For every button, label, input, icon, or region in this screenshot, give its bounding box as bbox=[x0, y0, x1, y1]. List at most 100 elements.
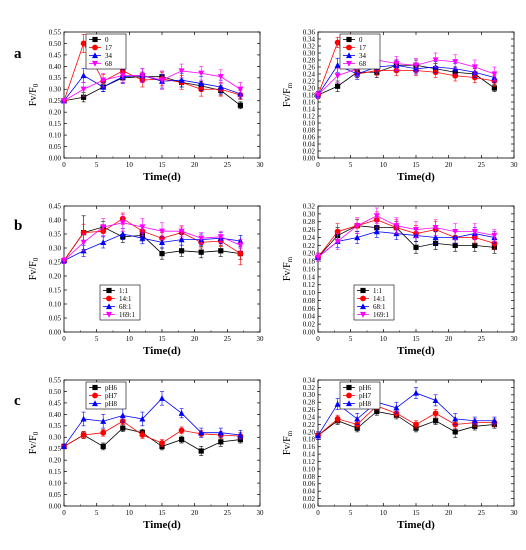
y-tick-label: 0.18 bbox=[303, 91, 316, 99]
legend-marker bbox=[106, 295, 112, 302]
y-axis-title-subscript: 0 bbox=[32, 257, 40, 261]
x-tick-label: 10 bbox=[380, 161, 388, 169]
data-point bbox=[139, 415, 146, 422]
data-point bbox=[139, 235, 146, 241]
data-point bbox=[471, 228, 478, 235]
y-tick-label: 0.10 bbox=[49, 300, 62, 308]
y-tick-label: 0.26 bbox=[303, 226, 316, 234]
data-point bbox=[334, 39, 341, 46]
y-tick-label: 0.24 bbox=[303, 70, 316, 78]
y-tick-label: 0.22 bbox=[303, 242, 316, 250]
legend-marker bbox=[92, 400, 98, 407]
y-tick-label: 0.45 bbox=[49, 51, 62, 59]
y-tick-label: 0.15 bbox=[49, 286, 62, 294]
y-tick-label: 0.45 bbox=[49, 202, 62, 210]
y-tick-label: 0.26 bbox=[303, 406, 316, 414]
y-tick-label: 0.04 bbox=[303, 140, 316, 148]
legend-label: 17 bbox=[359, 44, 367, 52]
data-point bbox=[178, 76, 185, 83]
series-line bbox=[317, 231, 495, 258]
data-point bbox=[198, 249, 204, 255]
data-point bbox=[491, 85, 497, 91]
data-point bbox=[178, 228, 185, 235]
data-point bbox=[452, 415, 459, 422]
y-tick-label: 0.02 bbox=[303, 495, 316, 503]
y-tick-label: 0.35 bbox=[49, 74, 62, 82]
y-tick-label: 0.20 bbox=[303, 250, 316, 258]
data-point bbox=[80, 239, 87, 246]
data-point bbox=[237, 86, 244, 93]
data-point bbox=[491, 232, 498, 239]
series-line bbox=[317, 225, 495, 258]
x-tick-label: 30 bbox=[511, 161, 519, 169]
y-tick-label: 0.12 bbox=[303, 281, 316, 289]
x-tick-label: 5 bbox=[349, 335, 353, 343]
data-point bbox=[178, 410, 185, 416]
y-tick-label: 0.08 bbox=[303, 473, 316, 481]
y-axis-title-main: Fv/F bbox=[282, 88, 293, 107]
y-tick-label: 0.30 bbox=[49, 244, 62, 252]
y-tick-label: 0.04 bbox=[303, 488, 316, 496]
x-tick-label: 20 bbox=[191, 335, 199, 343]
y-tick-label: 0.55 bbox=[49, 376, 62, 384]
x-tick-label: 25 bbox=[478, 335, 486, 343]
x-tick-label: 15 bbox=[159, 335, 167, 343]
y-tick-label: 0.06 bbox=[303, 133, 316, 141]
data-point bbox=[432, 57, 439, 64]
data-point bbox=[452, 429, 458, 435]
y-axis-title-main: Fv/F bbox=[28, 87, 39, 106]
y-tick-label: 0.34 bbox=[303, 376, 316, 384]
legend-label: 1:1 bbox=[119, 287, 128, 295]
data-point bbox=[198, 429, 205, 436]
y-tick-label: 0.00 bbox=[49, 502, 62, 510]
legend-marker bbox=[346, 392, 352, 399]
y-tick-label: 0.40 bbox=[49, 63, 62, 71]
y-tick-label: 0.10 bbox=[303, 119, 316, 127]
legend-label: 68:1 bbox=[373, 303, 386, 311]
data-point bbox=[159, 228, 165, 235]
legend-marker bbox=[106, 311, 112, 318]
y-tick-label: 0.18 bbox=[303, 258, 316, 266]
y-tick-label: 0.35 bbox=[49, 422, 62, 430]
chart-panel-3: 0 5 10 15 20 25 30 0.00 0.05 0.10 0.15 0.20 0.25 0.30… bbox=[28, 202, 264, 357]
y-tick-label: 0.12 bbox=[303, 112, 316, 120]
data-point bbox=[159, 251, 165, 257]
data-point bbox=[119, 412, 126, 419]
data-point bbox=[120, 425, 126, 431]
chart-panel-5: 0 5 10 15 20 25 30 0.00 0.05 0.10 0.15 0.20 0.25 0.30… bbox=[28, 376, 264, 531]
y-tick-label: 0.16 bbox=[303, 98, 316, 106]
y-tick-label: 0.30 bbox=[303, 49, 316, 57]
data-point bbox=[393, 404, 400, 411]
series-line bbox=[63, 76, 241, 106]
y-tick-label: 0.30 bbox=[49, 434, 62, 442]
data-point bbox=[61, 443, 67, 450]
legend-label: 169:1 bbox=[119, 311, 135, 319]
data-point bbox=[335, 83, 341, 89]
data-point bbox=[334, 416, 341, 422]
legend-marker bbox=[92, 52, 98, 59]
x-tick-label: 15 bbox=[413, 509, 421, 517]
data-point bbox=[217, 83, 224, 90]
legend-marker bbox=[92, 384, 98, 391]
data-point bbox=[334, 73, 341, 79]
legend-marker bbox=[92, 392, 98, 399]
data-point bbox=[472, 242, 478, 248]
y-tick-label: 0.00 bbox=[49, 328, 62, 336]
y-tick-label: 0.10 bbox=[303, 289, 316, 297]
legend-marker bbox=[92, 36, 98, 43]
x-tick-label: 0 bbox=[62, 335, 66, 343]
x-axis-title: Time(d) bbox=[397, 345, 435, 357]
data-point bbox=[237, 102, 243, 108]
y-axis-title-main: Fv/F bbox=[282, 262, 293, 281]
data-point bbox=[100, 443, 106, 450]
y-axis-title-main: Fv/F bbox=[28, 435, 39, 454]
data-point bbox=[178, 427, 185, 434]
y-tick-label: 0.05 bbox=[49, 143, 62, 151]
y-tick-label: 0.55 bbox=[49, 28, 62, 36]
x-tick-label: 15 bbox=[413, 335, 421, 343]
y-tick-label: 0.30 bbox=[303, 391, 316, 399]
x-tick-label: 20 bbox=[445, 161, 453, 169]
y-tick-label: 0.06 bbox=[303, 480, 316, 488]
legend-marker bbox=[92, 60, 98, 67]
series-line bbox=[63, 75, 241, 101]
